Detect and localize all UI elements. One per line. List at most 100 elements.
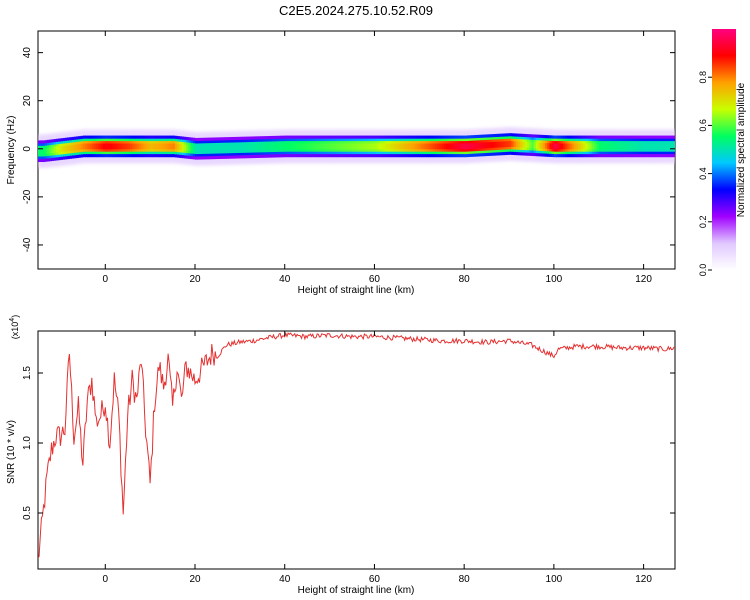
heatmap-cell <box>587 143 591 150</box>
heatmap-cell <box>239 144 243 151</box>
colorbar: 0.0 0.2 0.4 0.6 0.8 Normalized spectral ampl… <box>698 29 747 276</box>
heatmap-cell <box>641 143 644 150</box>
heatmap-cell <box>542 142 546 149</box>
heatmap-cell <box>394 143 398 150</box>
heatmap-cell <box>64 145 68 152</box>
heatmap-cell <box>670 143 674 150</box>
x-tick-label: 60 <box>369 574 381 585</box>
heatmap-cell <box>80 143 84 150</box>
heatmap-cell <box>491 142 494 148</box>
heatmap-cell <box>233 144 236 151</box>
heatmap-cell <box>540 142 544 149</box>
heatmap-cell <box>547 143 550 149</box>
heatmap-y-ticks: -40 -20 0 20 40 <box>22 47 675 252</box>
heatmap-cell <box>120 143 124 150</box>
heatmap-cell <box>585 143 588 150</box>
heatmap-cell <box>408 143 411 150</box>
heatmap-cell <box>51 147 55 154</box>
heatmap-cell <box>49 147 52 154</box>
heatmap-cell <box>426 143 429 150</box>
heatmap-cell <box>257 144 261 150</box>
heatmap-cell <box>190 145 194 152</box>
heatmap-cell <box>614 143 618 150</box>
heatmap-cell <box>210 145 214 152</box>
snr-x-label: Height of straight line (km) <box>298 585 415 596</box>
heatmap-cell <box>340 143 344 150</box>
heatmap-cell <box>657 143 660 150</box>
heatmap-cell <box>307 143 310 150</box>
heatmap-cell <box>195 145 198 152</box>
x-tick-label: 20 <box>189 574 201 585</box>
x-tick-label: 60 <box>369 274 381 285</box>
heatmap-cell <box>358 143 362 150</box>
heatmap-cell <box>201 145 205 152</box>
heatmap-cell <box>71 144 75 151</box>
heatmap-cell <box>625 143 629 150</box>
heatmap-cell <box>410 143 413 150</box>
heatmap-cell <box>594 143 597 150</box>
heatmap-cell <box>138 143 142 150</box>
heatmap-cell <box>154 143 158 150</box>
heatmap-cell <box>578 143 582 150</box>
heatmap-cell <box>381 143 384 150</box>
heatmap-cell <box>134 143 138 150</box>
heatmap-cell <box>109 143 113 150</box>
heatmap-cell <box>44 148 48 154</box>
heatmap-cell <box>38 148 41 155</box>
heatmap-cell <box>482 142 485 149</box>
heatmap-cell <box>96 143 99 150</box>
heatmap-cell <box>623 143 627 150</box>
heatmap-cell <box>538 142 541 149</box>
heatmap-cell <box>105 143 108 150</box>
x-tick-label: 80 <box>459 574 471 585</box>
heatmap-cell <box>298 143 301 150</box>
heatmap-cell <box>369 143 373 150</box>
heatmap-cell <box>280 143 283 150</box>
heatmap-cell <box>484 142 487 149</box>
heatmap-cell <box>650 143 653 150</box>
heatmap-cell <box>67 145 70 152</box>
heatmap-cell <box>170 143 173 150</box>
heatmap-cell <box>343 143 346 150</box>
colorbar-tick-label: 0.8 <box>698 71 708 84</box>
heatmap-cell <box>574 143 577 150</box>
heatmap-cell <box>309 143 313 150</box>
heatmap-cell <box>414 143 418 150</box>
heatmap-cell <box>345 143 348 150</box>
heatmap-cell <box>165 143 169 150</box>
heatmap-cell <box>277 143 281 150</box>
heatmap-cell <box>621 143 624 150</box>
heatmap-cell <box>466 143 470 150</box>
heatmap-cell <box>354 143 357 150</box>
heatmap-cell <box>531 142 535 149</box>
heatmap-cell <box>598 143 602 150</box>
heatmap-cell <box>630 143 633 150</box>
heatmap-cell <box>183 144 187 151</box>
heatmap-cell <box>181 144 185 151</box>
heatmap-cell <box>645 143 649 150</box>
heatmap-cell <box>468 143 472 150</box>
heatmap-cell <box>147 143 151 150</box>
heatmap-cell <box>372 143 375 150</box>
y-tick-label: -20 <box>22 189 33 204</box>
heatmap-cell <box>282 143 286 150</box>
heatmap-cell <box>235 144 239 151</box>
heatmap-cell <box>264 144 268 150</box>
heatmap-cell <box>203 145 207 152</box>
heatmap-cell <box>464 143 467 150</box>
snr-plot-frame <box>37 330 676 570</box>
heatmap-cell <box>275 143 279 150</box>
heatmap-cell <box>504 141 508 148</box>
heatmap-cell <box>376 143 380 150</box>
heatmap-cell <box>560 143 564 150</box>
colorbar-tick-label: 0.0 <box>698 264 708 277</box>
heatmap-cell <box>112 143 115 150</box>
heatmap-cell <box>661 143 665 150</box>
heatmap-cell <box>266 143 270 150</box>
x-tick-label: 0 <box>103 274 109 285</box>
heatmap-cell <box>248 144 252 151</box>
heatmap-cell <box>549 143 553 150</box>
heatmap-cell <box>338 143 342 150</box>
heatmap-cell <box>125 143 129 150</box>
